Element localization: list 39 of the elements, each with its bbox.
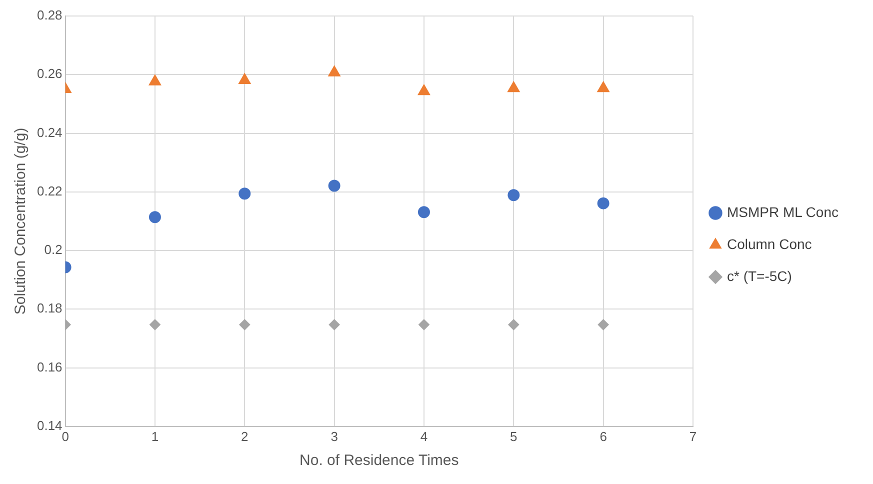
point: [597, 197, 610, 210]
point: [508, 81, 520, 92]
y-tick-label: 0.28: [36, 8, 62, 23]
legend-label: Column Conc: [726, 236, 812, 252]
point: [597, 81, 610, 92]
x-tick-label: 1: [151, 428, 159, 444]
x-tick-label: 5: [510, 428, 518, 444]
point: [328, 66, 340, 76]
y-tick-label: 0.2: [44, 242, 62, 258]
y-tick-label: 0.26: [36, 66, 62, 82]
x-tick-label: 2: [241, 428, 248, 444]
x-axis-title: No. of Residence Times: [300, 452, 459, 470]
x-tick-label: 7: [689, 428, 697, 444]
point: [238, 73, 251, 84]
point: [418, 206, 430, 218]
point: [598, 319, 609, 330]
point: [418, 319, 430, 330]
point: [418, 84, 430, 96]
x-tick-label: 6: [600, 428, 607, 444]
x-tick-label: 0: [62, 428, 69, 444]
legend-label: c* (T=-5C): [726, 268, 792, 284]
legend-label: MSMPR ML Conc: [726, 204, 838, 220]
x-tick-label: 3: [330, 428, 338, 444]
point: [508, 189, 520, 202]
point: [148, 211, 161, 224]
y-tick-label: 0.16: [36, 359, 62, 374]
y-axis-title: Solution Concentration (g/g): [12, 128, 30, 315]
point: [328, 319, 340, 330]
y-tick-label: 0.24: [36, 124, 62, 140]
point: [148, 74, 162, 86]
y-tick-label: 0.22: [36, 183, 62, 198]
point: [508, 319, 520, 330]
y-tick-label: 0.18: [36, 300, 62, 316]
y-tick-label: 0.14: [36, 418, 62, 433]
point: [238, 188, 251, 200]
point: [239, 319, 250, 330]
point: [149, 319, 160, 330]
x-tick-label: 4: [420, 428, 428, 444]
point: [328, 180, 340, 192]
